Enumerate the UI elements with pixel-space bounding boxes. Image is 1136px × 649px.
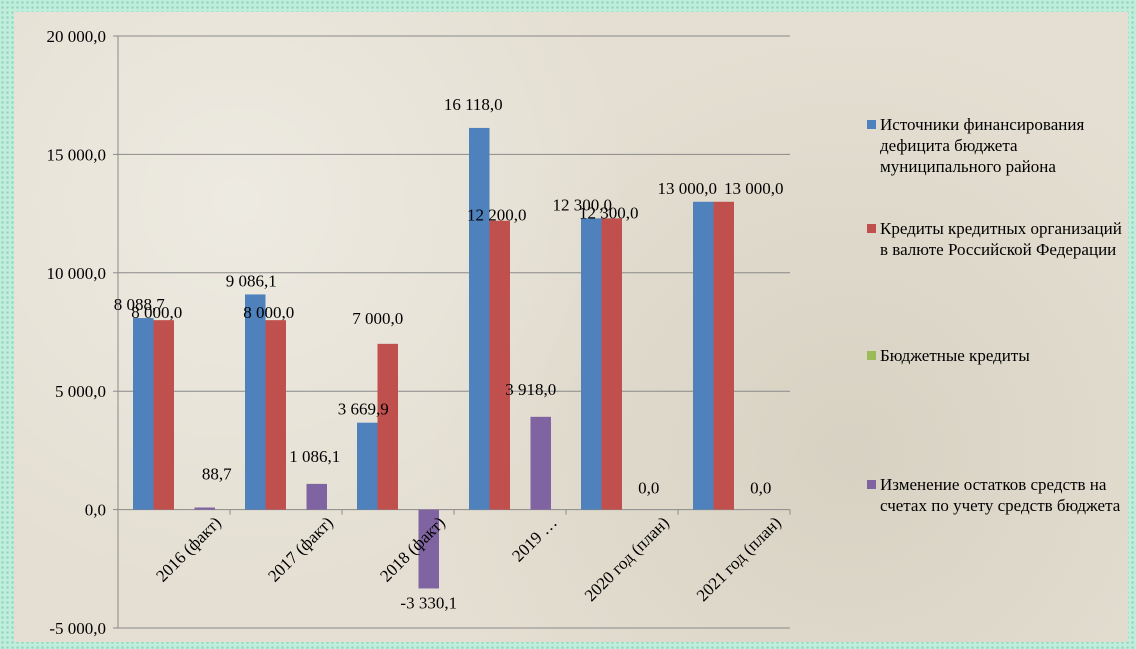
data-label: 0,0 <box>638 479 659 498</box>
bar <box>418 509 439 589</box>
bar <box>601 218 622 510</box>
bars <box>133 127 734 589</box>
data-label: 12 200,0 <box>467 206 527 225</box>
bar <box>133 318 154 510</box>
legend-label: Источники финансирования дефицита бюджет… <box>880 115 1085 176</box>
bar <box>194 507 215 510</box>
data-label: 13 000,0 <box>724 179 784 198</box>
y-tick-label: 10 000,0 <box>47 264 107 283</box>
legend-label: Изменение остатков средств на счетах по … <box>880 475 1121 515</box>
x-tick-label: 2017 (факт) <box>264 513 337 586</box>
y-tick-label: 0,0 <box>85 501 106 520</box>
data-label: 7 000,0 <box>352 309 403 328</box>
legend-item: Бюджетные кредиты <box>867 345 1132 366</box>
bar <box>581 218 602 510</box>
data-label: 8 000,0 <box>243 303 294 322</box>
bar <box>245 294 266 510</box>
legend-item: Изменение остатков средств на счетах по … <box>867 474 1132 516</box>
legend-item: Кредиты кредитных организаций в валюте Р… <box>867 218 1132 260</box>
bar <box>530 416 551 510</box>
bar <box>469 127 490 510</box>
data-label: 12 300,0 <box>553 195 613 214</box>
bar <box>489 220 510 510</box>
x-tick-label: 2021 год (план) <box>693 513 785 605</box>
bar <box>693 201 714 510</box>
chart-panel <box>14 12 1128 642</box>
x-tick-label: 2016 (факт) <box>152 513 225 586</box>
bar <box>306 483 327 510</box>
data-label: 0,0 <box>750 479 771 498</box>
bar <box>153 320 174 510</box>
y-tick-label: -5 000,0 <box>49 619 106 638</box>
data-label: 8 000,0 <box>131 303 182 322</box>
data-label: -3 330,1 <box>400 593 457 612</box>
legend-swatch <box>867 351 876 360</box>
data-label: 16 118,0 <box>444 95 503 114</box>
bar <box>357 422 378 510</box>
bar <box>265 320 286 510</box>
data-label: 88,7 <box>202 464 232 483</box>
y-tick-labels: -5 000,0 0,0 5 000,0 10 000,0 15 000,0 20 000… <box>47 27 107 638</box>
legend-label: Бюджетные кредиты <box>880 346 1030 365</box>
y-tick-label: 5 000,0 <box>55 382 106 401</box>
data-label: 9 086,1 <box>226 271 277 290</box>
data-label: 12 300,0 <box>579 203 639 222</box>
data-label: 1 086,1 <box>289 447 340 466</box>
y-tick-label: 20 000,0 <box>47 27 107 46</box>
data-labels: 8 088,7 9 086,1 3 669,9 16 118,0 12 300,0 13 … <box>114 95 784 613</box>
bar <box>377 343 398 510</box>
legend-swatch <box>867 480 876 489</box>
gridlines <box>113 35 791 629</box>
bar <box>713 201 734 510</box>
data-label: 13 000,0 <box>658 179 718 198</box>
data-label: 3 669,9 <box>338 400 389 419</box>
legend-swatch <box>867 224 876 233</box>
legend-item: Источники финансирования дефицита бюджет… <box>867 114 1132 177</box>
x-tick-label: 2019 … <box>508 513 561 566</box>
legend-swatch <box>867 120 876 129</box>
legend-label: Кредиты кредитных организаций в валюте Р… <box>880 219 1122 259</box>
x-tick-label: 2020 год (план) <box>581 513 673 605</box>
x-tick-labels: 2016 (факт) 2017 (факт) 2018 (факт) 2019 … 2… <box>152 513 785 605</box>
y-tick-label: 15 000,0 <box>47 145 107 164</box>
data-label: 8 088,7 <box>114 295 166 314</box>
data-label: 3 918,0 <box>505 380 556 399</box>
